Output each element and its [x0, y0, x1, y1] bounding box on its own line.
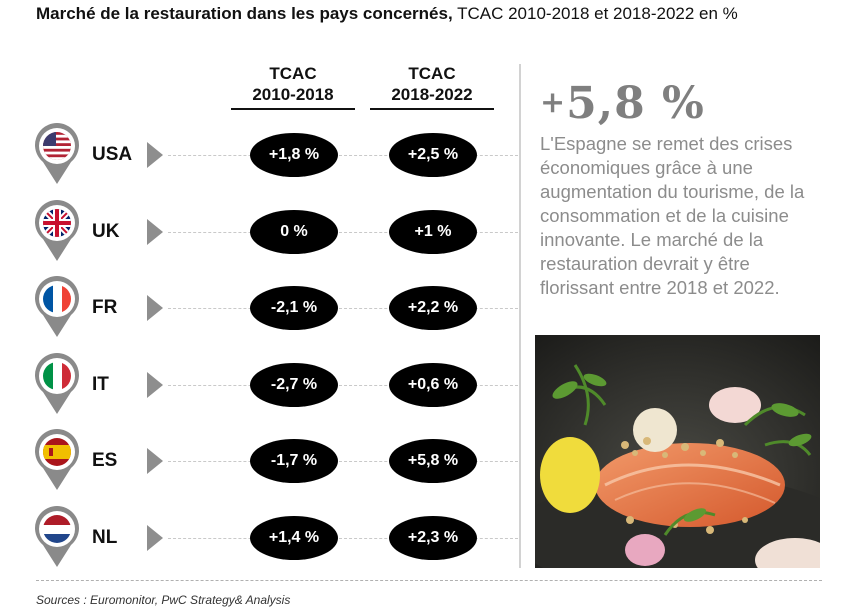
italy-flag-icon — [43, 361, 71, 390]
column-header-2018-2022: TCAC 2018-2022 — [370, 63, 494, 110]
column-header-2010-2018: TCAC 2010-2018 — [231, 63, 355, 110]
column-header-line2: 2010-2018 — [252, 85, 334, 104]
column-header-line1: TCAC — [408, 64, 456, 83]
vertical-divider — [519, 64, 521, 568]
row-dashed-line — [168, 384, 518, 386]
value-2010-2018: +1,8 % — [250, 133, 338, 177]
value-2018-2022: +5,8 % — [389, 439, 477, 483]
france-flag-icon — [43, 285, 71, 313]
highlight-number: 5,8 % — [566, 78, 705, 129]
map-pin-icon — [35, 199, 79, 261]
map-pin-icon — [35, 352, 79, 414]
usa-flag-icon — [43, 132, 71, 160]
map-pin-icon — [35, 276, 79, 337]
column-underline — [370, 108, 494, 110]
value-2010-2018: +1,4 % — [250, 515, 338, 560]
country-label: UK — [92, 220, 120, 242]
highlight-description: L'Espagne se remet des crises économique… — [540, 133, 805, 298]
country-label: IT — [92, 373, 109, 395]
column-underline — [231, 108, 355, 110]
arrow-right-icon — [147, 524, 163, 551]
footer-divider — [36, 580, 822, 581]
value-2010-2018: 0 % — [250, 209, 338, 254]
row-dashed-line — [168, 308, 518, 309]
arrow-right-icon — [147, 448, 163, 474]
country-label: NL — [92, 526, 118, 548]
value-2018-2022: +1 % — [389, 209, 477, 254]
map-pin-icon — [35, 429, 79, 490]
arrow-right-icon — [147, 142, 163, 168]
table-row: ES -1,7 % +5,8 % — [0, 429, 520, 494]
highlight-sign: + — [540, 85, 567, 120]
country-label: ES — [92, 450, 118, 471]
value-2018-2022: +0,6 % — [389, 362, 477, 407]
chart-title: Marché de la restauration dans les pays … — [36, 4, 842, 24]
value-2010-2018: -1,7 % — [250, 439, 338, 483]
table-row: FR -2,1 % +2,2 % — [0, 276, 520, 341]
value-2018-2022: +2,5 % — [389, 133, 477, 177]
chart-title-rest: TCAC 2010-2018 et 2018-2022 en % — [452, 4, 738, 23]
spain-flag-icon — [43, 438, 71, 466]
highlight-value: +5,8 % — [540, 78, 705, 129]
column-header-line2: 2018-2022 — [391, 85, 473, 104]
value-2010-2018: -2,1 % — [250, 286, 338, 330]
uk-flag-icon — [43, 208, 71, 237]
row-dashed-line — [168, 231, 518, 233]
country-label: USA — [92, 144, 133, 165]
row-dashed-line — [168, 155, 518, 156]
value-2018-2022: +2,3 % — [389, 515, 477, 560]
value-2018-2022: +2,2 % — [389, 286, 477, 330]
row-dashed-line — [168, 461, 518, 462]
source-note: Sources : Euromonitor, PwC Strategy& Ana… — [36, 593, 291, 607]
table-row: UK 0 % +1 % — [0, 199, 520, 265]
table-row: NL +1,4 % +2,3 % — [0, 505, 520, 571]
arrow-right-icon — [147, 371, 163, 398]
netherlands-flag-icon — [43, 514, 71, 543]
food-photo — [535, 335, 820, 568]
table-row: USA +1,8 % +2,5 % — [0, 123, 520, 188]
country-label: FR — [92, 297, 118, 318]
arrow-right-icon — [147, 295, 163, 321]
map-pin-icon — [35, 505, 79, 567]
value-2010-2018: -2,7 % — [250, 362, 338, 407]
row-dashed-line — [168, 537, 518, 539]
column-header-line1: TCAC — [269, 64, 317, 83]
chart-title-bold: Marché de la restauration dans les pays … — [36, 4, 453, 23]
map-pin-icon — [35, 123, 79, 184]
arrow-right-icon — [147, 218, 163, 245]
table-row: IT -2,7 % +0,6 % — [0, 352, 520, 418]
